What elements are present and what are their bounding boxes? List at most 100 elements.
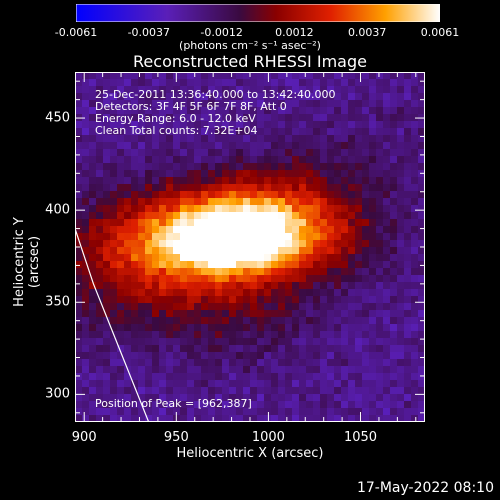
- heatmap-cell: [418, 93, 425, 101]
- heatmap-cell: [390, 261, 398, 269]
- heatmap-cell: [264, 380, 272, 388]
- heatmap-cell: [173, 149, 181, 157]
- heatmap-cell: [152, 261, 160, 269]
- heatmap-cell: [138, 72, 146, 80]
- heatmap-cell: [243, 254, 251, 262]
- heatmap-cell: [348, 261, 356, 269]
- heatmap-cell: [96, 331, 104, 339]
- heatmap-cell: [264, 331, 272, 339]
- solar-limb-line: [75, 228, 150, 422]
- heatmap-cell: [152, 240, 160, 248]
- heatmap-cell: [348, 331, 356, 339]
- heatmap-cell: [117, 240, 125, 248]
- heatmap-cell: [418, 177, 425, 185]
- heatmap-cell: [418, 121, 425, 129]
- heatmap-cell: [320, 135, 328, 143]
- heatmap-cell: [222, 177, 230, 185]
- heatmap-cell: [180, 226, 188, 234]
- heatmap-cell: [82, 135, 90, 143]
- heatmap-cell: [383, 212, 391, 220]
- heatmap-cell: [250, 205, 258, 213]
- heatmap-cell: [159, 121, 167, 129]
- heatmap-cell: [264, 233, 272, 241]
- heatmap-cell: [404, 121, 412, 129]
- heatmap-cell: [236, 352, 244, 360]
- heatmap-cell: [369, 191, 377, 199]
- heatmap-cell: [124, 275, 132, 283]
- heatmap-cell: [117, 408, 125, 416]
- heatmap-cell: [404, 303, 412, 311]
- heatmap-cell: [348, 72, 356, 80]
- heatmap-cell: [138, 226, 146, 234]
- heatmap-cell: [243, 317, 251, 325]
- heatmap-cell: [194, 261, 202, 269]
- heatmap-cell: [257, 205, 265, 213]
- heatmap-cell: [383, 415, 391, 422]
- heatmap-cell: [411, 282, 419, 290]
- heatmap-cell: [292, 149, 300, 157]
- heatmap-cell: [131, 289, 139, 297]
- heatmap-cell: [89, 373, 97, 381]
- heatmap-cell: [376, 156, 384, 164]
- heatmap-cell: [327, 373, 335, 381]
- heatmap-cell: [418, 303, 425, 311]
- heatmap-cell: [285, 142, 293, 150]
- heatmap-cell: [369, 275, 377, 283]
- heatmap-cell: [292, 156, 300, 164]
- heatmap-cell: [110, 415, 118, 422]
- heatmap-cell: [110, 247, 118, 255]
- heatmap-cell: [243, 163, 251, 171]
- heatmap-cell: [180, 212, 188, 220]
- heatmap-cell: [313, 359, 321, 367]
- heatmap-cell: [208, 149, 216, 157]
- heatmap-cell: [82, 394, 90, 402]
- heatmap-cell: [166, 79, 174, 87]
- heatmap-cell: [418, 184, 425, 192]
- heatmap-cell: [75, 303, 83, 311]
- heatmap-cell: [404, 226, 412, 234]
- heatmap-cell: [278, 149, 286, 157]
- heatmap-cell: [180, 163, 188, 171]
- heatmap-cell: [75, 198, 83, 206]
- heatmap-cell: [124, 100, 132, 108]
- heatmap-cell: [390, 72, 398, 80]
- heatmap-cell: [271, 198, 279, 206]
- heatmap-cell: [376, 331, 384, 339]
- heatmap-cell: [194, 387, 202, 395]
- heatmap-cell: [320, 170, 328, 178]
- heatmap-cell: [215, 100, 223, 108]
- heatmap-cell: [362, 401, 370, 409]
- heatmap-cell: [75, 338, 83, 346]
- heatmap-cell: [306, 338, 314, 346]
- heatmap-cell: [222, 275, 230, 283]
- heatmap-cell: [334, 79, 342, 87]
- heatmap-cell: [201, 310, 209, 318]
- heatmap-cell: [117, 212, 125, 220]
- heatmap-cell: [271, 177, 279, 185]
- heatmap-cell: [348, 156, 356, 164]
- heatmap-cell: [355, 219, 363, 227]
- heatmap-cell: [180, 233, 188, 241]
- heatmap-cell: [320, 359, 328, 367]
- heatmap-cell: [264, 303, 272, 311]
- heatmap-cell: [215, 205, 223, 213]
- heatmap-cell: [215, 142, 223, 150]
- heatmap-cell: [348, 373, 356, 381]
- heatmap-cell: [131, 72, 139, 80]
- heatmap-cell: [278, 408, 286, 416]
- heatmap-cell: [159, 170, 167, 178]
- heatmap-cell: [292, 289, 300, 297]
- heatmap-cell: [411, 401, 419, 409]
- heatmap-cell: [131, 191, 139, 199]
- heatmap-cell: [75, 289, 83, 297]
- heatmap-cell: [341, 366, 349, 374]
- heatmap-cell: [243, 331, 251, 339]
- heatmap-cell: [306, 254, 314, 262]
- heatmap-cell: [243, 226, 251, 234]
- heatmap-cell: [257, 324, 265, 332]
- heatmap-cell: [404, 296, 412, 304]
- heatmap-cell: [362, 79, 370, 87]
- heatmap-cell: [117, 324, 125, 332]
- heatmap-cell: [285, 296, 293, 304]
- heatmap-cell: [397, 184, 405, 192]
